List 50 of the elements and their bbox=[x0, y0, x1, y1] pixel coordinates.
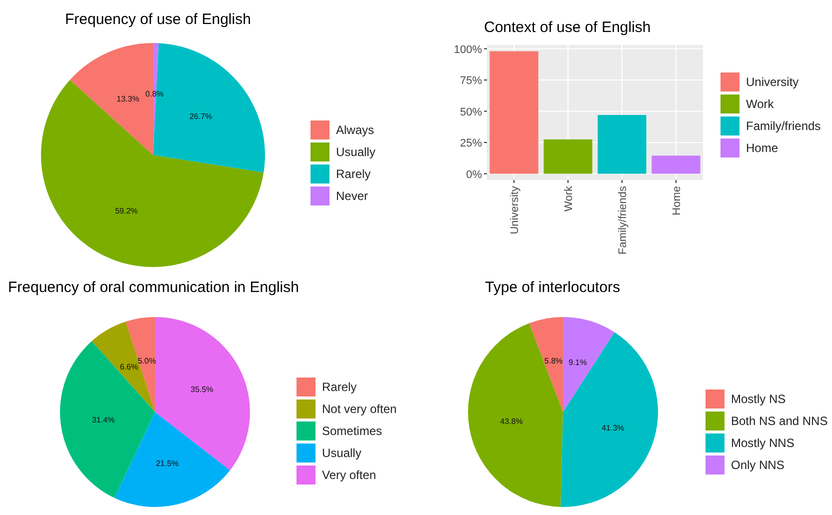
pie-slice bbox=[114, 412, 230, 507]
legend-label: Work bbox=[746, 97, 775, 111]
chart-title: Context of use of English bbox=[484, 19, 651, 36]
legend-label: Usually bbox=[322, 446, 362, 460]
legend-label: Family/friends bbox=[746, 119, 821, 133]
pie-slice bbox=[41, 80, 264, 267]
y-tick-label: 100% bbox=[454, 44, 482, 56]
chart-title: Frequency of use of English bbox=[65, 11, 251, 28]
data-label: 43.8% bbox=[500, 416, 523, 426]
data-label: 9.1% bbox=[568, 358, 587, 367]
legend-label: Usually bbox=[336, 145, 376, 159]
pie-slice bbox=[529, 317, 563, 412]
y-tick-label: 75% bbox=[460, 75, 482, 87]
data-label: 31.4% bbox=[92, 416, 115, 425]
legend-label: Rarely bbox=[336, 167, 371, 181]
legend-label: Very often bbox=[322, 468, 376, 482]
pie-slice bbox=[155, 317, 250, 470]
x-tick-label: Home bbox=[671, 186, 683, 216]
legend-label: Sometimes bbox=[322, 424, 382, 438]
legend-label: Both NS and NNS bbox=[731, 414, 828, 428]
data-label: 6.6% bbox=[120, 362, 138, 372]
data-label: 26.7% bbox=[189, 112, 212, 122]
pie-slice bbox=[560, 332, 658, 507]
legend-label: Mostly NS bbox=[731, 392, 786, 406]
y-tick-label: 50% bbox=[460, 106, 482, 118]
chart-title: Type of interlocutors bbox=[485, 279, 620, 296]
legend-label: Never bbox=[336, 189, 368, 203]
legend-label: University bbox=[746, 75, 799, 89]
data-label: 21.5% bbox=[156, 458, 179, 468]
pie-slice bbox=[563, 317, 614, 412]
data-label: 5.8% bbox=[544, 356, 563, 366]
data-label: 41.3% bbox=[602, 423, 624, 432]
legend-label: Mostly NNS bbox=[731, 436, 794, 450]
pie-slice bbox=[60, 341, 155, 498]
y-tick-label: 0% bbox=[466, 168, 482, 181]
data-label: 59.2% bbox=[115, 206, 138, 216]
pie-slice bbox=[92, 322, 155, 412]
legend-label: Always bbox=[336, 123, 374, 137]
data-label: 13.3% bbox=[116, 94, 140, 104]
legend-label: Rarely bbox=[322, 380, 357, 394]
x-tick-label: Family/friends bbox=[617, 186, 629, 254]
pie-slice bbox=[468, 323, 563, 507]
data-label: 35.5% bbox=[190, 385, 214, 394]
x-tick-label: University bbox=[509, 186, 521, 234]
chart-title: Frequency of oral communication in English bbox=[8, 279, 299, 296]
x-tick-label: Work bbox=[563, 186, 575, 212]
legend-label: Home bbox=[746, 141, 778, 155]
legend-label: Not very often bbox=[322, 402, 397, 416]
legend-label: Only NNS bbox=[731, 458, 784, 472]
y-tick-label: 25% bbox=[460, 138, 482, 150]
